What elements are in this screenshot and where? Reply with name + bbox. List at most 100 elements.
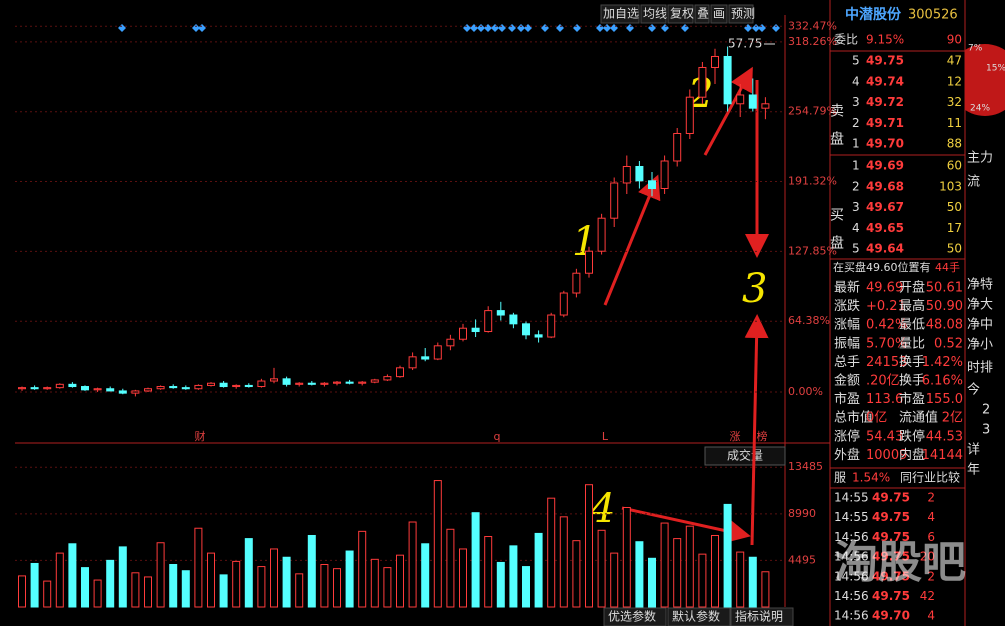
candle-body [106,388,115,392]
arrow [703,66,753,156]
stat-label: 涨幅 [834,318,860,333]
toolbar-button[interactable] [710,4,728,24]
stat-value: 5.70% [866,336,907,351]
stat-value: 0亿 [866,411,887,426]
arrow [603,174,661,306]
toolbar-button[interactable] [667,4,694,24]
toolbar-label[interactable]: 画 [713,7,725,21]
book-price: 49.69 [866,159,904,173]
candle-body [345,381,354,384]
candle-body [43,387,52,390]
side-label: 主力 [967,151,993,166]
candle-body [320,382,329,385]
volume-bar [459,548,467,608]
stat-label: 换手 [899,374,925,389]
candle-body [144,388,152,392]
candle-body [522,323,530,336]
indicator-selector[interactable] [704,446,786,466]
candle-body [118,390,127,394]
candle-body [433,345,442,360]
candle-body [383,376,392,381]
candle-body [219,382,228,388]
tick-volume: 4 [927,510,935,524]
bottom-button[interactable] [603,607,667,626]
toolbar-label[interactable]: 均线 [643,7,667,21]
volume-bar [232,560,241,608]
side-label: 净中 [967,318,993,333]
candle-body [370,379,379,383]
book-level: 1 [852,159,860,173]
toolbar-button[interactable] [600,4,640,24]
candle-body [723,55,732,105]
stock-name: 中潜股份 [845,6,902,23]
fund-flow-pie [965,44,1005,116]
candle-body [622,165,631,184]
bottom-button[interactable] [730,607,794,626]
side-label: 15% [986,64,1005,74]
indicator-selector-label[interactable]: 成交量 [727,448,763,463]
candle-body [446,338,455,347]
toolbar-button[interactable] [728,4,754,24]
y-tick-label: 127.85% [788,244,837,257]
toolbar-label[interactable]: 复权 [670,7,694,21]
bottom-button-label[interactable]: 指标说明 [735,609,783,624]
candle-body [459,327,467,340]
book-level: 2 [852,179,860,193]
toolbar-button[interactable] [694,4,710,24]
bottom-button[interactable] [667,607,731,626]
book-price: 49.72 [866,95,904,109]
panel-tab[interactable]: 同行业比较 [900,470,960,485]
volume-bar [509,545,518,608]
toolbar-label[interactable]: 叠 [697,7,709,21]
ratio-label: 委比 [834,33,858,47]
candle-body [635,165,644,182]
book-price: 49.71 [866,116,904,130]
handwritten-label: 1 [572,219,597,265]
stock-code: 300526 [908,8,958,23]
stat-label: 市盈 [899,391,925,407]
y-tick-label: 254.79% [788,105,837,118]
side-label: 净大 [967,298,993,313]
book-level: 5 [852,242,860,256]
y-tick-label: 13485 [788,460,823,473]
toolbar-label[interactable]: 加自选 [603,7,639,21]
candle-body [333,381,341,384]
candle-body [55,383,64,389]
volume-bar [131,572,140,608]
candle-body [711,55,719,68]
stat-value: 6.16% [922,374,963,389]
ratio-value: 9.15% [866,33,904,47]
y-tick-label: 191.32% [788,175,837,188]
stat-label: 内盘 [899,447,925,463]
candle-body [484,310,493,333]
event-marker: 榜 [757,429,768,443]
stat-label: 跌停 [899,428,925,444]
volume-bar [156,542,165,608]
arrow [744,314,769,546]
volume-bar [383,567,392,608]
panel-tab: 服 [834,471,846,485]
toolbar-label[interactable]: 预测 [731,7,755,21]
candle-body [307,382,316,385]
candle-body [585,250,593,274]
tick-time: 14:56 [834,569,869,583]
tick-price: 49.70 [872,609,910,623]
volume-bar [181,570,190,608]
volume-bar [207,552,215,608]
toolbar-button[interactable] [640,4,667,24]
candle-body [295,382,304,385]
side-label: 7% [968,44,983,54]
candle-body [68,383,77,388]
bottom-button-label[interactable]: 优选参数 [608,609,656,624]
volume-bar [295,573,304,608]
bottom-button-label[interactable]: 默认参数 [672,609,720,624]
tick-volume: 2 [927,491,935,505]
event-marker: q [494,430,501,443]
candle-body [547,314,556,338]
volume-bar [610,552,619,608]
book-volume: 32 [947,95,962,109]
candle-body [610,182,619,219]
notice-qty: 44手 [935,260,960,274]
volume-bar [106,559,115,608]
y-tick-label: 332.47% [788,19,837,32]
